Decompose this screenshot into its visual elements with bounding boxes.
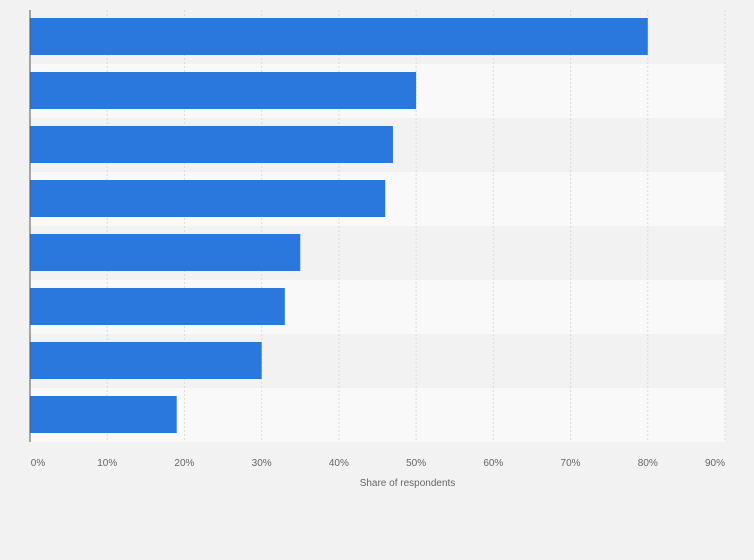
bar[interactable]: [30, 396, 177, 433]
x-tick-label: 20%: [174, 458, 194, 469]
x-axis-title: Share of respondents: [360, 478, 456, 489]
bar[interactable]: [30, 342, 262, 379]
x-axis-ticks: 0% 10% 20% 30% 40% 50% 60% 70% 80% 90%: [31, 458, 725, 469]
bar[interactable]: [30, 234, 301, 271]
bar[interactable]: [30, 18, 648, 55]
bar[interactable]: [30, 126, 393, 163]
bar[interactable]: [30, 72, 417, 109]
x-tick-label: 50%: [406, 458, 426, 469]
x-tick-label: 30%: [252, 458, 272, 469]
bar[interactable]: [30, 288, 285, 325]
x-tick-label: 10%: [97, 458, 117, 469]
x-tick-label: 70%: [561, 458, 581, 469]
x-tick-label: 90%: [705, 458, 725, 469]
x-tick-label: 60%: [483, 458, 503, 469]
x-tick-label: 80%: [638, 458, 658, 469]
bar[interactable]: [30, 180, 386, 217]
x-tick-label: 0%: [31, 458, 46, 469]
x-tick-label: 40%: [329, 458, 349, 469]
bars: [30, 18, 648, 433]
